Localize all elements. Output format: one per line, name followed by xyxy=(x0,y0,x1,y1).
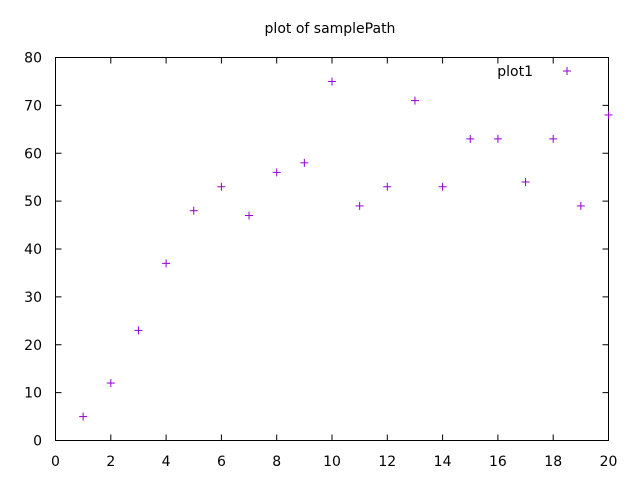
data-point xyxy=(189,206,198,215)
chart-title: plot of samplePath xyxy=(265,21,396,37)
x-tick-label: 10 xyxy=(323,454,341,470)
x-tick-label: 20 xyxy=(600,454,618,470)
data-point xyxy=(217,182,226,191)
data-point xyxy=(79,412,88,421)
data-point xyxy=(355,201,364,210)
x-axis: 0 2 4 6 8 10 12 14 16 18 20 xyxy=(51,57,618,470)
data-point xyxy=(134,326,143,335)
y-tick-label: 30 xyxy=(24,290,42,306)
data-point xyxy=(328,77,336,86)
x-tick-label: 14 xyxy=(434,454,452,470)
x-tick-label: 6 xyxy=(217,454,226,470)
y-tick-label: 50 xyxy=(24,194,42,210)
data-point xyxy=(438,182,447,191)
x-tick-label: 4 xyxy=(162,454,171,470)
y-tick-label: 0 xyxy=(33,434,42,450)
data-point xyxy=(493,134,502,143)
data-point xyxy=(300,158,309,167)
x-tick-label: 12 xyxy=(378,454,396,470)
data-point xyxy=(162,259,171,268)
data-point xyxy=(576,201,585,210)
data-point xyxy=(245,211,254,220)
x-tick-label: 8 xyxy=(272,454,281,470)
data-point xyxy=(272,168,281,177)
x-tick-label: 16 xyxy=(489,454,507,470)
x-tick-label: 18 xyxy=(544,454,562,470)
data-point xyxy=(521,177,530,186)
legend-marker xyxy=(563,67,571,75)
y-tick-label: 40 xyxy=(24,242,42,258)
legend-label: plot1 xyxy=(497,64,533,80)
plot-area-frame xyxy=(55,57,609,441)
data-point xyxy=(466,134,475,143)
y-tick-label: 70 xyxy=(24,98,42,114)
x-tick-label: 2 xyxy=(106,454,115,470)
data-point xyxy=(383,182,392,191)
y-tick-label: 80 xyxy=(24,51,42,67)
data-points xyxy=(79,77,613,421)
x-tick-label: 0 xyxy=(51,454,60,470)
legend: plot1 xyxy=(497,64,571,80)
data-point xyxy=(410,96,419,105)
y-axis: 0 10 20 30 40 50 60 70 80 xyxy=(24,51,609,450)
data-point xyxy=(604,110,613,119)
data-point xyxy=(549,134,558,143)
y-tick-label: 20 xyxy=(24,338,42,354)
y-tick-label: 60 xyxy=(24,146,42,162)
y-tick-label: 10 xyxy=(24,386,42,402)
data-point xyxy=(106,379,115,388)
